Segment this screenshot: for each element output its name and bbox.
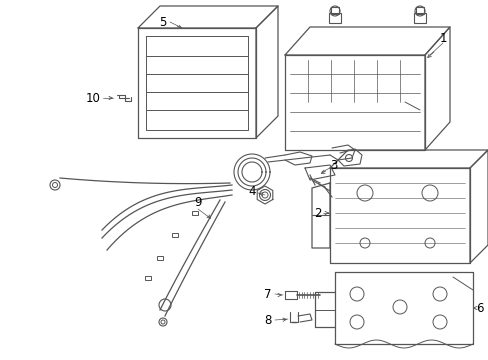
Bar bbox=[328, 13, 340, 23]
Text: 10: 10 bbox=[85, 91, 100, 104]
Text: 5: 5 bbox=[159, 15, 166, 28]
Text: 9: 9 bbox=[194, 195, 202, 208]
Bar bbox=[413, 13, 425, 23]
Text: 4: 4 bbox=[248, 185, 255, 198]
Text: 6: 6 bbox=[475, 302, 483, 315]
Bar bbox=[172, 233, 178, 237]
Bar bbox=[192, 211, 198, 215]
Bar bbox=[415, 7, 423, 14]
Text: 2: 2 bbox=[314, 207, 321, 220]
Text: 1: 1 bbox=[438, 32, 446, 45]
Text: 8: 8 bbox=[264, 314, 271, 327]
Text: 7: 7 bbox=[264, 288, 271, 301]
Bar bbox=[330, 7, 338, 14]
Bar bbox=[145, 276, 151, 280]
Bar bbox=[157, 256, 163, 260]
Text: 3: 3 bbox=[329, 158, 337, 171]
